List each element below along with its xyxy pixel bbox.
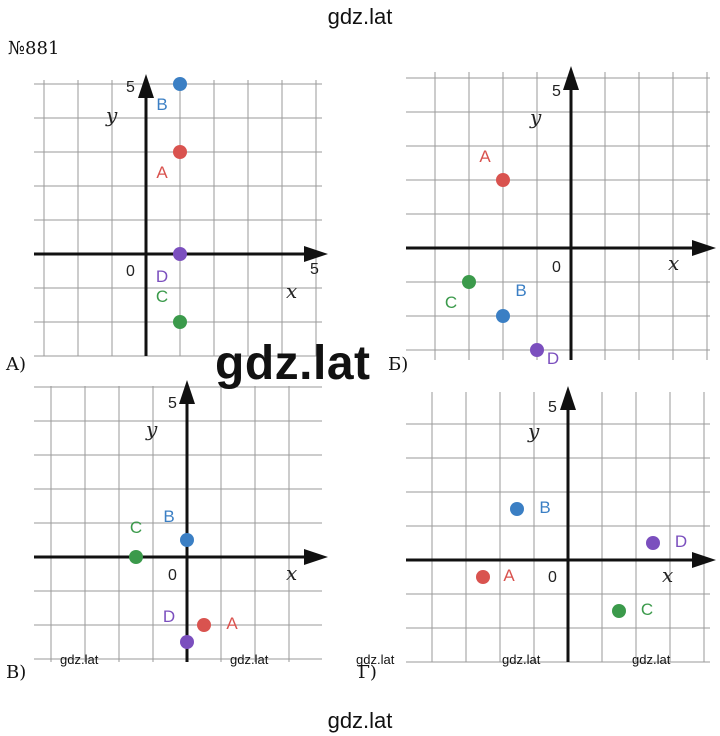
point-C [462,275,476,289]
point-label-D: D [675,532,687,551]
point-A [496,173,510,187]
point-A [173,145,187,159]
origin-label: 0 [168,567,177,584]
watermark-top: gdz.lat [327,4,393,29]
watermark-small: gdz.lat [502,652,541,667]
point-A [476,570,490,584]
point-label-D: D [163,607,175,626]
grid [406,392,710,663]
panel-label: A) [5,354,26,375]
panel-label: Г) [358,662,377,683]
point-C [129,550,143,564]
point-D [180,635,194,649]
grid [34,80,322,357]
origin-label: 0 [126,263,135,280]
y-axis-label: y [529,105,542,129]
y-axis-label: y [145,417,158,441]
y-tick-label: 5 [168,395,177,412]
x-axis-arrow-icon [692,240,716,256]
x-axis-arrow-icon [304,549,328,565]
watermark-small: gdz.lat [632,652,671,667]
x-axis-arrow-icon [692,552,716,568]
point-B [173,77,187,91]
watermark-small: gdz.lat [60,652,99,667]
y-axis-arrow-icon [138,74,154,98]
point-B [496,309,510,323]
watermark-small: gdz.lat [230,652,269,667]
point-B [510,502,524,516]
x-axis-label: x [286,279,297,303]
x-tick-label: 5 [310,261,319,278]
point-A [197,618,211,632]
y-tick-label: 5 [552,83,561,100]
point-label-B: B [539,498,550,517]
panel-label: Б) [388,354,408,375]
watermark-bottom: gdz.lat [327,708,393,733]
y-tick-label: 5 [126,79,135,96]
point-label-D: D [156,267,168,286]
point-label-A: A [503,566,515,585]
point-label-B: B [163,507,174,526]
point-label-C: C [445,293,457,312]
panel-2: x y 0 5 A B C D Б) [388,66,716,375]
point-B [180,533,194,547]
origin-label: 0 [552,259,561,276]
point-label-C: C [156,287,168,306]
point-C [612,604,626,618]
point-label-C: C [130,518,142,537]
watermark-center: gdz.lat [215,337,371,390]
x-axis-label: x [286,561,297,585]
point-label-B: B [156,95,167,114]
x-axis-arrow-icon [304,246,328,262]
y-axis-arrow-icon [563,66,579,90]
point-C [173,315,187,329]
origin-label: 0 [548,569,557,586]
point-label-B: B [515,281,526,300]
point-D [173,247,187,261]
watermark-small: gdz.lat [356,652,395,667]
problem-number: №881 [8,38,60,59]
point-label-D: D [547,349,559,368]
point-D [530,343,544,357]
point-label-A: A [226,614,238,633]
point-label-C: C [641,600,653,619]
y-tick-label: 5 [548,399,557,416]
y-axis-label: y [105,103,118,127]
x-axis-label: x [662,563,673,587]
x-axis-label: x [668,251,679,275]
y-axis-arrow-icon [179,380,195,404]
y-axis-arrow-icon [560,386,576,410]
panel-1: x y 0 5 5 A B CD A) [5,74,328,375]
grid [406,72,710,360]
point-label-A: A [479,147,491,166]
point-D [646,536,660,550]
grid [34,386,322,662]
y-axis-label: y [527,419,540,443]
point-label-A: A [156,163,168,182]
panel-3: x y 0 5 A B C D В) gdz.lat gdz.lat [6,380,328,683]
panel-label: В) [6,662,26,683]
